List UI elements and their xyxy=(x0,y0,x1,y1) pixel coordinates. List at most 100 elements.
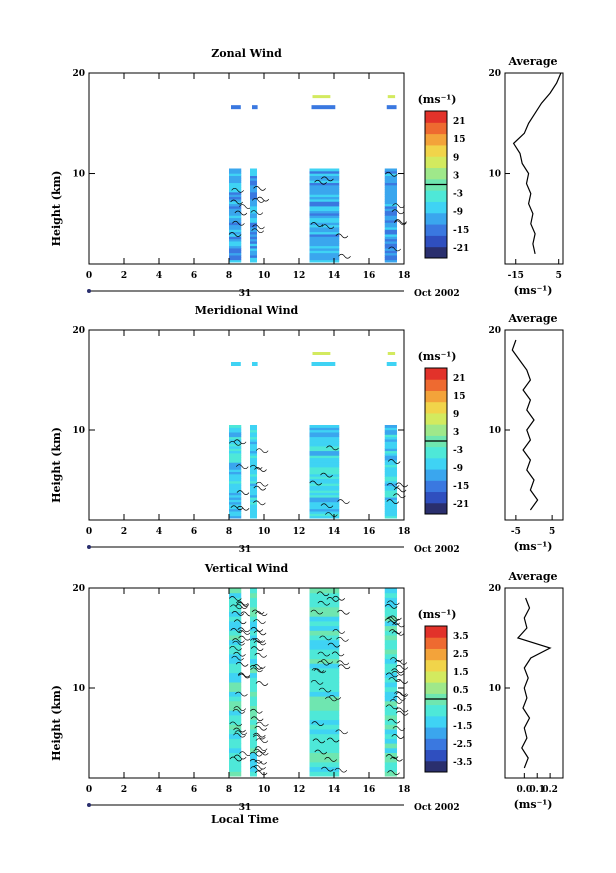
y-tick-label: 20 xyxy=(72,69,85,79)
data-cell xyxy=(229,508,242,512)
data-cell xyxy=(229,445,242,449)
data-cell xyxy=(229,494,242,498)
contour-line xyxy=(319,635,332,641)
data-cell xyxy=(384,700,397,706)
data-cell xyxy=(309,499,340,503)
data-cell xyxy=(250,515,257,519)
contour-line xyxy=(332,629,346,634)
data-cell xyxy=(229,761,242,768)
data-cell xyxy=(250,191,257,195)
data-cell xyxy=(309,480,340,484)
data-cell xyxy=(229,201,242,205)
average-frame xyxy=(504,72,564,265)
contour-line xyxy=(314,749,328,755)
data-cell xyxy=(384,494,397,498)
data-cell xyxy=(250,710,257,716)
data-cell xyxy=(384,691,397,697)
average-xlabel: (ms⁻¹) xyxy=(514,540,553,553)
day-marker-label: 31 xyxy=(239,289,252,299)
data-cell xyxy=(250,686,257,692)
data-cell xyxy=(384,466,397,470)
contour-line xyxy=(331,651,345,657)
contour-line xyxy=(326,445,339,451)
data-cell xyxy=(309,757,340,763)
colorbar-tick-label: 21 xyxy=(453,374,466,384)
data-cell xyxy=(309,501,340,505)
data-cell xyxy=(229,714,242,721)
data-cell xyxy=(309,635,340,641)
data-cell xyxy=(250,229,257,233)
y-tick-label: 10 xyxy=(488,684,501,694)
data-cell xyxy=(250,501,257,505)
data-cell xyxy=(229,476,242,479)
data-cell xyxy=(229,485,242,489)
contour-line xyxy=(254,770,268,776)
data-cell xyxy=(309,217,340,221)
x-tick-label: 16 xyxy=(363,785,376,795)
data-cell xyxy=(384,247,397,251)
data-cell xyxy=(384,649,397,655)
data-cell xyxy=(229,464,242,468)
data-cell xyxy=(250,462,257,466)
x-tick-label: 10 xyxy=(258,527,271,537)
data-cell xyxy=(229,663,242,669)
data-cell xyxy=(250,208,257,212)
colorbar-swatch xyxy=(425,111,447,123)
data-cell xyxy=(229,606,242,612)
day-marker-label: 31 xyxy=(239,803,252,813)
data-cell xyxy=(384,511,397,514)
contour-line xyxy=(239,204,252,209)
average-xlabel: (ms⁻¹) xyxy=(514,284,553,297)
contour-line xyxy=(229,645,242,651)
data-cell xyxy=(384,485,397,489)
contour-line xyxy=(253,734,266,740)
data-cell xyxy=(309,226,340,230)
y-tick-label: 10 xyxy=(72,684,85,694)
contour-line xyxy=(236,602,250,607)
contour-line xyxy=(332,595,346,601)
data-cell xyxy=(384,771,397,777)
x-tick-label: 4 xyxy=(156,527,162,537)
data-cell xyxy=(250,649,257,655)
contour-line xyxy=(387,459,401,464)
contour-line xyxy=(338,253,351,259)
data-cell xyxy=(384,616,397,622)
data-cell xyxy=(384,480,397,484)
heatmap-cells xyxy=(229,588,409,777)
data-cell xyxy=(309,485,340,489)
data-cell xyxy=(250,173,257,177)
data-cell xyxy=(229,450,242,454)
contour-line xyxy=(231,655,244,661)
data-cell xyxy=(309,173,340,177)
vertical-wind-panel: Vertical Wind (ms⁻¹) Average (ms⁻¹) 31 O… xyxy=(50,562,564,813)
x-tick-label: 14 xyxy=(328,785,341,795)
contour-line xyxy=(253,485,267,491)
data-cell xyxy=(384,499,397,503)
data-cell xyxy=(309,677,340,683)
data-cell xyxy=(250,606,257,612)
contour-line xyxy=(256,721,269,727)
data-cell xyxy=(384,254,397,258)
data-cell xyxy=(384,462,397,466)
data-cell xyxy=(309,215,340,219)
data-cell xyxy=(309,252,340,256)
data-cell xyxy=(309,462,340,466)
data-cell xyxy=(229,473,242,477)
data-cell xyxy=(252,362,258,366)
data-cell xyxy=(229,667,242,674)
local-time-label: Local Time xyxy=(211,813,279,826)
colorbar-swatch xyxy=(425,122,447,135)
data-cell xyxy=(309,254,340,258)
data-cell xyxy=(250,677,257,683)
data-cell xyxy=(250,219,257,223)
contour-line xyxy=(392,203,405,209)
data-cell xyxy=(384,630,397,636)
data-cell xyxy=(384,191,397,195)
plot-frame xyxy=(88,587,405,779)
data-cell xyxy=(384,677,397,683)
data-cell xyxy=(309,457,340,461)
data-cell xyxy=(229,752,242,758)
data-cell xyxy=(309,667,340,674)
x-tick-label: 2 xyxy=(121,785,127,795)
